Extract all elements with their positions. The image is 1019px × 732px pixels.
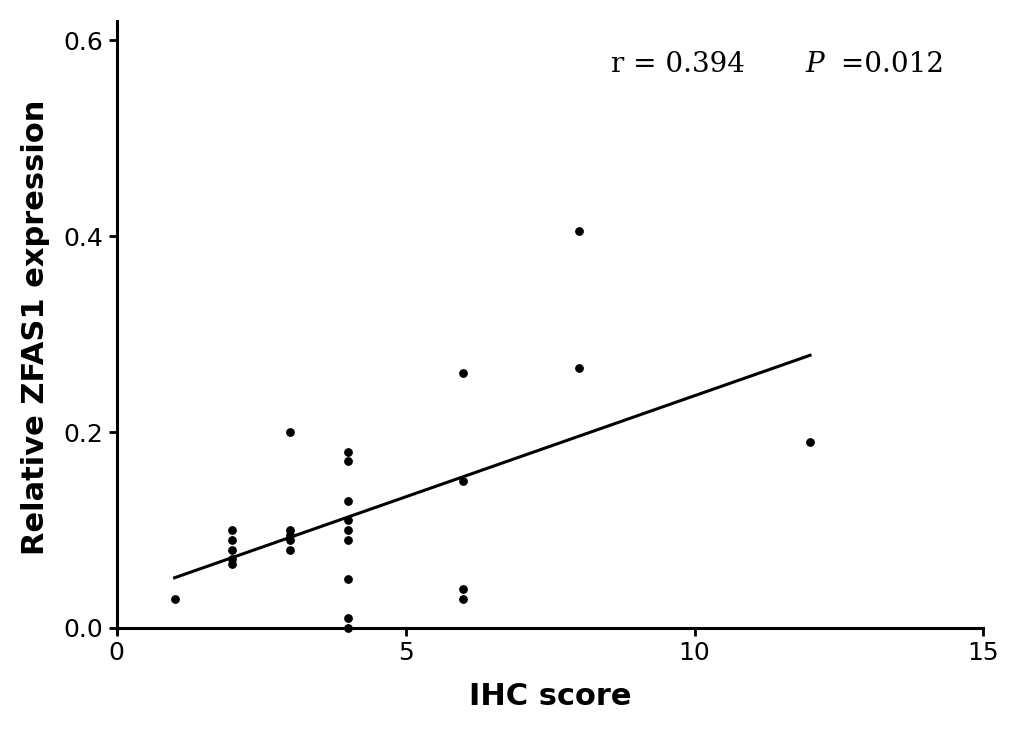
- Point: [339, 612, 356, 624]
- Point: [224, 524, 240, 536]
- Point: [281, 544, 298, 556]
- Y-axis label: Relative ZFAS1 expression: Relative ZFAS1 expression: [20, 99, 50, 555]
- Point: [571, 225, 587, 237]
- Point: [454, 367, 471, 379]
- Text: P: P: [805, 51, 823, 78]
- Point: [454, 475, 471, 487]
- Point: [454, 583, 471, 594]
- Point: [801, 436, 817, 448]
- Point: [571, 362, 587, 374]
- Point: [281, 426, 298, 438]
- Point: [224, 559, 240, 570]
- Point: [339, 455, 356, 467]
- Point: [339, 534, 356, 545]
- Text: r = 0.394: r = 0.394: [610, 51, 761, 78]
- Point: [224, 534, 240, 545]
- Point: [224, 553, 240, 565]
- Point: [339, 446, 356, 458]
- Point: [339, 524, 356, 536]
- Point: [281, 524, 298, 536]
- Point: [281, 529, 298, 541]
- Point: [166, 593, 182, 605]
- Text: =0.012: =0.012: [830, 51, 943, 78]
- Point: [224, 544, 240, 556]
- Point: [339, 515, 356, 526]
- Point: [454, 593, 471, 605]
- Point: [339, 573, 356, 585]
- X-axis label: IHC score: IHC score: [469, 681, 631, 711]
- Point: [339, 495, 356, 507]
- Point: [339, 622, 356, 634]
- Point: [281, 534, 298, 545]
